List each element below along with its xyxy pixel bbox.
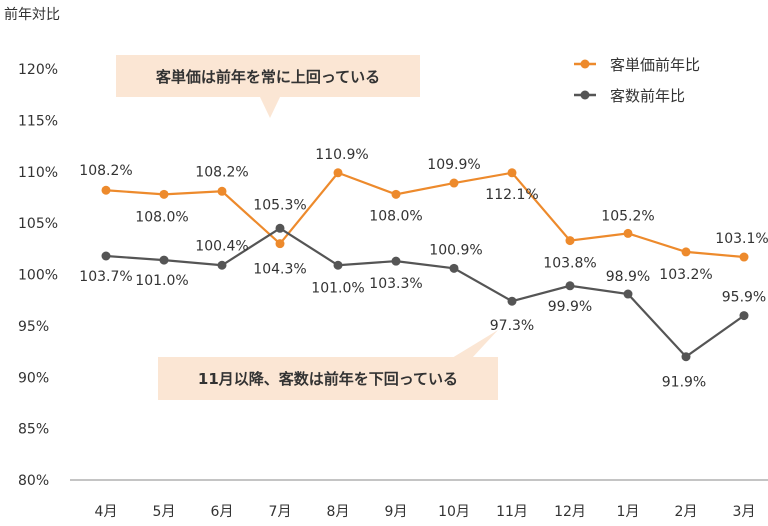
series-1-point: [159, 255, 169, 265]
x-tick-label: 4月: [95, 504, 118, 520]
legend-marker-1: [580, 90, 590, 100]
x-tick-label: 7月: [269, 504, 292, 520]
x-axis-ticks: 4月 5月 6月 7月 8月 9月 10月 11月 12月 1月 2月 3月: [95, 504, 756, 520]
data-label-series-0: 109.9%: [427, 157, 480, 173]
y-tick-label: 80%: [18, 473, 49, 489]
series-0-point: [681, 247, 691, 257]
legend-label-0: 客単価前年比: [610, 56, 700, 74]
data-label-series-0: 108.0%: [369, 208, 422, 224]
y-tick-label: 115%: [18, 113, 58, 129]
data-label-series-0: 103.8%: [543, 256, 596, 272]
y-tick-label: 110%: [18, 165, 58, 181]
x-tick-label: 5月: [153, 504, 176, 520]
data-label-series-1: 99.9%: [548, 299, 592, 315]
x-tick-label: 9月: [385, 504, 408, 520]
annotation-gray-text: 11月以降、客数は前年を下回っている: [198, 370, 458, 388]
y-axis-ticks: 120% 115% 110% 105% 100% 95% 90% 85% 80%: [18, 62, 58, 489]
series-0-point: [449, 178, 459, 188]
y-tick-label: 90%: [18, 370, 49, 386]
series-1-point: [449, 263, 459, 273]
legend-item-1: 客数前年比: [574, 87, 685, 105]
data-label-series-0: 110.9%: [315, 147, 368, 163]
y-tick-label: 120%: [18, 62, 58, 78]
legend-marker-0: [580, 59, 590, 69]
data-label-series-1: 101.0%: [135, 273, 188, 289]
legend-item-0: 客単価前年比: [574, 56, 700, 74]
series-0-point: [159, 189, 169, 199]
data-label-series-1: 95.9%: [722, 290, 766, 306]
series-1-point: [101, 251, 111, 261]
data-label-series-0: 108.2%: [195, 164, 248, 180]
data-label-series-1: 100.9%: [429, 242, 482, 258]
data-label-series-0: 112.1%: [485, 187, 538, 203]
series-0-point: [101, 185, 111, 195]
x-tick-label: 12月: [554, 504, 586, 520]
series-0-point: [391, 189, 401, 199]
data-label-series-1: 105.3%: [253, 197, 306, 213]
data-label-series-1: 98.9%: [606, 269, 650, 285]
annotation-gray-pointer: [452, 330, 498, 358]
annotation-orange: 客単価は前年を常に上回っている: [116, 55, 420, 118]
series-0-point: [333, 168, 343, 178]
legend: 客単価前年比 客数前年比: [574, 56, 700, 105]
series-1-point: [333, 260, 343, 270]
series-line-0: [105, 171, 745, 259]
series-1-point: [507, 296, 517, 306]
series-layer: [101, 168, 749, 362]
data-label-series-0: 104.3%: [253, 262, 306, 278]
data-label-series-1: 100.4%: [195, 238, 248, 254]
y-tick-label: 95%: [18, 319, 49, 335]
series-0-point: [507, 168, 517, 178]
annotation-gray-box: [158, 357, 498, 400]
series-1-point: [565, 281, 575, 291]
annotation-orange-pointer: [260, 97, 280, 118]
annotation-orange-box: [116, 55, 420, 97]
x-tick-label: 10月: [438, 504, 470, 520]
data-label-series-0: 103.1%: [715, 231, 768, 247]
series-1-point: [739, 311, 749, 321]
y-axis-title: 前年対比: [4, 6, 60, 23]
annotation-gray: 11月以降、客数は前年を下回っている: [158, 330, 498, 400]
series-1-point: [681, 352, 691, 362]
x-tick-label: 11月: [496, 504, 528, 520]
data-label-series-1: 103.3%: [369, 276, 422, 292]
annotation-orange-text: 客単価は前年を常に上回っている: [155, 68, 380, 86]
x-tick-label: 2月: [675, 504, 698, 520]
y-tick-label: 100%: [18, 268, 58, 284]
x-tick-label: 3月: [733, 504, 756, 520]
series-1-point: [217, 260, 227, 270]
series-0-point: [739, 252, 749, 262]
data-label-series-1: 103.7%: [79, 269, 132, 285]
y-tick-label: 85%: [18, 422, 49, 438]
data-label-series-0: 108.2%: [79, 163, 132, 179]
data-label-series-0: 105.2%: [601, 208, 654, 224]
y-tick-label: 105%: [18, 216, 58, 232]
data-label-series-1: 101.0%: [311, 280, 364, 296]
data-label-series-1: 91.9%: [662, 375, 706, 391]
x-tick-label: 1月: [617, 504, 640, 520]
x-tick-label: 8月: [327, 504, 350, 520]
data-label-series-1: 97.3%: [490, 318, 534, 334]
series-1-point: [623, 289, 633, 299]
series-0-point: [217, 186, 227, 196]
legend-label-1: 客数前年比: [610, 87, 685, 105]
series-1-point: [275, 223, 285, 233]
data-labels: 108.2% 108.0% 108.2% 104.3% 110.9% 108.0% 109.…: [79, 147, 768, 391]
x-tick-label: 6月: [211, 504, 234, 520]
series-1-point: [391, 256, 401, 266]
data-label-series-0: 103.2%: [659, 267, 712, 283]
series-0-point: [623, 228, 633, 238]
data-label-series-0: 108.0%: [135, 209, 188, 225]
series-line-1: [105, 226, 745, 359]
series-0-point: [565, 236, 575, 246]
series-0-point: [275, 239, 285, 249]
